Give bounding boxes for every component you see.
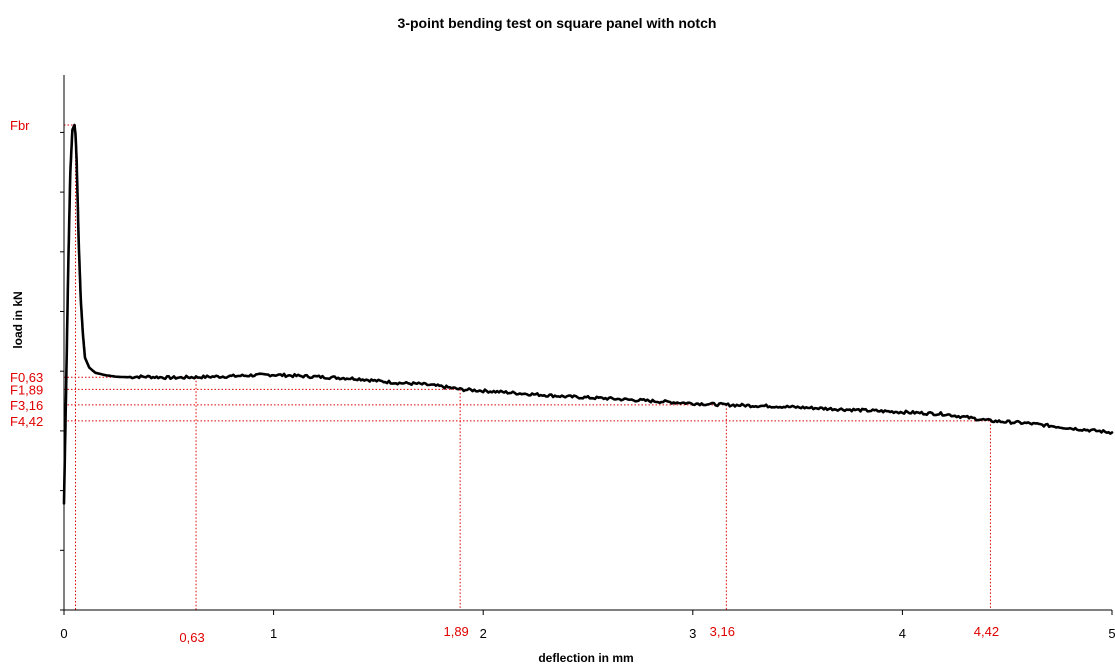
marker-deflection-label: 1,89 — [443, 624, 468, 639]
marker-deflection-label: 3,16 — [710, 624, 735, 639]
x-axis-label: deflection in mm — [538, 651, 633, 665]
x-tick-label: 3 — [689, 626, 696, 641]
marker-deflection-label: 4,42 — [974, 624, 999, 639]
marker-deflection-label: 0,63 — [179, 630, 204, 645]
marker-guides — [64, 124, 991, 610]
x-tick-label: 0 — [60, 626, 67, 641]
marker-load-label: F4,42 — [10, 414, 43, 429]
chart-title: 3-point bending test on square panel wit… — [398, 15, 717, 31]
x-tick-label: 5 — [1108, 626, 1115, 641]
y-ticks — [60, 131, 64, 611]
marker-load-label: F3,16 — [10, 398, 43, 413]
x-tick-label: 4 — [899, 626, 906, 641]
marker-load-label: Fbr — [10, 118, 30, 133]
load-deflection-curve — [62, 123, 1114, 505]
x-ticks: 0 1 2 3 4 5 — [60, 610, 1115, 641]
marker-labels: Fbr F0,63 0,63 F1,89 1,89 F3,16 3,16 F4,42 4,42 — [10, 118, 999, 645]
x-tick-label: 1 — [270, 626, 277, 641]
marker-load-label: F1,89 — [10, 382, 43, 397]
x-tick-label: 2 — [480, 626, 487, 641]
marker-load-label: F0,63 — [10, 370, 43, 385]
y-axis-label: load in kN — [11, 291, 25, 348]
